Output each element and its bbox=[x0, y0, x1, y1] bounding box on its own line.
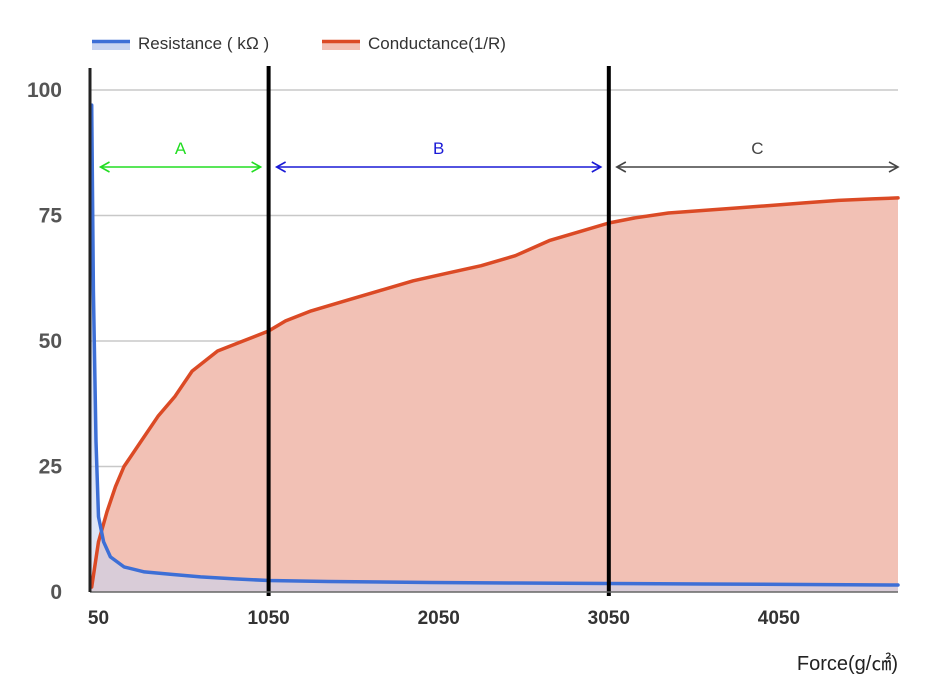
region-arrowhead-right-B bbox=[591, 161, 603, 173]
x-tick-label-1050: 1050 bbox=[247, 608, 289, 629]
region-arrowhead-right-A bbox=[251, 161, 263, 173]
x-tick-label-3050: 3050 bbox=[588, 608, 630, 629]
y-tick-label-75: 75 bbox=[39, 205, 63, 228]
legend-layer: Resistance ( kΩ ) Conductance(1/R) bbox=[92, 34, 506, 53]
series-area-conductance bbox=[91, 197, 898, 592]
region-arrowhead-left-B bbox=[274, 161, 286, 173]
y-tick-label-50: 50 bbox=[39, 330, 62, 353]
x-axis-label: Force(g/㎠) bbox=[797, 651, 898, 675]
x-tick-label-2050: 2050 bbox=[418, 608, 460, 629]
legend-label-resistance: Resistance ( kΩ ) bbox=[138, 34, 269, 53]
region-label-A: A bbox=[175, 139, 187, 158]
y-tick-label-0: 0 bbox=[50, 581, 62, 604]
axis-layer: 0 25 50 75 100 50 1050 2050 3050 4050 bbox=[27, 68, 898, 629]
region-arrowhead-left-C bbox=[615, 161, 627, 173]
region-arrowhead-right-C bbox=[888, 161, 900, 173]
region-arrowhead-left-A bbox=[98, 161, 110, 173]
region-layer: A B C bbox=[98, 139, 900, 173]
series-line-conductance bbox=[89, 196, 900, 589]
boundary-layer bbox=[266, 66, 611, 596]
legend-label-conductance: Conductance(1/R) bbox=[368, 34, 506, 53]
y-tick-label-25: 25 bbox=[39, 456, 63, 479]
x-tick-label-50: 50 bbox=[88, 608, 109, 629]
legend-swatch-fill-resistance bbox=[92, 40, 130, 50]
y-tick-label-100: 100 bbox=[27, 79, 62, 102]
region-label-B: B bbox=[433, 139, 444, 158]
x-tick-label-4050: 4050 bbox=[758, 608, 800, 629]
area-layer bbox=[91, 105, 898, 592]
legend-swatch-fill-conductance bbox=[322, 40, 360, 50]
region-label-C: C bbox=[751, 139, 763, 158]
